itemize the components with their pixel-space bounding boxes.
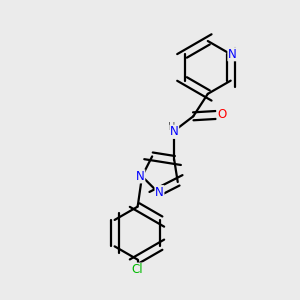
Text: N: N	[136, 170, 145, 183]
Text: H: H	[168, 122, 175, 132]
Text: Cl: Cl	[132, 263, 143, 276]
Text: N: N	[155, 186, 164, 199]
Text: O: O	[217, 109, 226, 122]
Text: N: N	[170, 125, 178, 138]
Text: N: N	[228, 48, 237, 61]
